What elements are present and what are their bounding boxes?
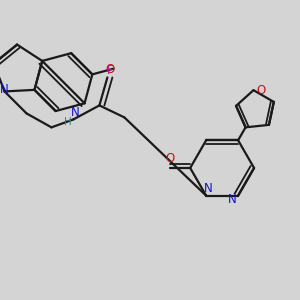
Text: O: O [257,84,266,97]
Text: H: H [64,117,71,128]
Text: N: N [228,193,236,206]
Text: O: O [106,63,115,76]
Text: F: F [107,64,114,77]
Text: N: N [71,106,80,119]
Text: O: O [166,152,175,166]
Text: N: N [0,83,9,96]
Text: N: N [204,182,212,195]
